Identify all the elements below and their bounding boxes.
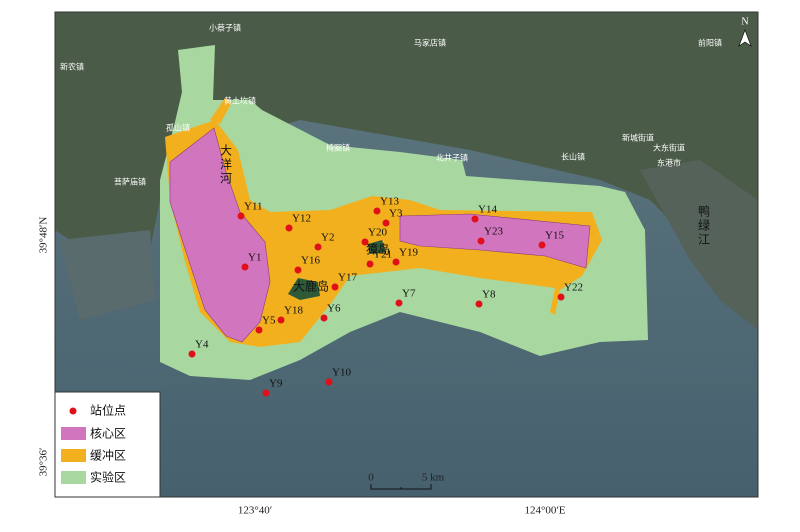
place-label: 小蔡子镇	[209, 23, 241, 33]
land	[55, 12, 758, 330]
island-label: 獐岛	[366, 242, 390, 257]
place-label: 马家店镇	[414, 38, 446, 48]
place-label: 孤山镇	[166, 123, 190, 133]
station-point	[294, 266, 302, 274]
station-label: Y13	[380, 196, 399, 208]
place-label: 菩萨庙镇	[114, 177, 146, 187]
station-point	[471, 215, 479, 223]
legend-symbol	[61, 471, 86, 484]
place-label: 椅圈镇	[326, 143, 350, 153]
station-label: Y18	[284, 305, 303, 317]
place-label: 长山镇	[561, 152, 585, 162]
legend-label: 缓冲区	[90, 448, 126, 463]
station-point	[392, 258, 400, 266]
station-label: Y5	[262, 315, 276, 327]
scale-bar: 0 5 km	[368, 472, 445, 490]
place-label: 北井子镇	[436, 153, 468, 163]
map-frame	[54, 11, 759, 498]
lon-label: 123°40′	[238, 505, 272, 517]
land-east	[640, 160, 758, 330]
buffer-river	[210, 98, 232, 124]
station-label: Y14	[478, 204, 497, 216]
scale-line	[370, 484, 432, 490]
station-point	[366, 260, 374, 268]
station-label: Y11	[244, 201, 263, 213]
station-label: Y2	[321, 232, 334, 244]
place-label: 大东街道	[653, 143, 685, 153]
station-point	[373, 207, 381, 215]
scale-label: 5 km	[422, 472, 445, 484]
station-label: Y9	[269, 378, 283, 390]
scale-label: 0	[368, 472, 374, 484]
station-label: Y21	[373, 249, 392, 261]
station-label: Y8	[482, 289, 496, 301]
station-point	[325, 378, 333, 386]
core-zone	[169, 127, 271, 343]
station-label: Y7	[402, 288, 416, 300]
place-label: 黄土坎镇	[224, 96, 256, 106]
place-label: 东港市	[657, 158, 681, 168]
lon-label: 124°00′E	[524, 505, 565, 517]
legend-symbol	[61, 427, 86, 440]
station-label: Y10	[332, 367, 351, 379]
island	[368, 240, 386, 254]
station-point	[382, 219, 390, 227]
place-label: 新城街道	[622, 133, 654, 143]
station-point	[557, 293, 565, 301]
station-point	[331, 283, 339, 291]
legend-label: 站位点	[90, 403, 126, 418]
legend-label: 核心区	[90, 427, 126, 441]
station-label: Y23	[484, 226, 503, 238]
station-point	[475, 300, 483, 308]
station-label: Y12	[292, 213, 311, 225]
station-point	[237, 212, 245, 220]
station-point	[395, 299, 403, 307]
island-label: 大鹿岛	[293, 279, 329, 294]
station-point	[277, 316, 285, 324]
station-point	[262, 389, 270, 397]
station-label: Y4	[195, 339, 209, 351]
core-zone	[399, 213, 591, 269]
buffer-zone	[165, 120, 602, 347]
legend-symbol	[61, 449, 86, 462]
station-point	[314, 243, 322, 251]
river-label: 大洋河	[219, 144, 233, 186]
station-label: Y3	[389, 208, 403, 220]
north-label: N	[741, 16, 748, 27]
north-arrow	[738, 29, 752, 47]
station-label: Y22	[564, 282, 583, 294]
place-label: 新农镇	[60, 62, 84, 72]
station-point	[285, 224, 293, 232]
station-point	[361, 238, 369, 246]
river-label: 鸭绿江	[697, 205, 711, 247]
legend-label: 实验区	[90, 470, 126, 485]
legend: 站位点 核心区 缓冲区 实验区	[54, 391, 161, 498]
station-label: Y1	[248, 252, 261, 264]
island	[288, 278, 320, 300]
legend-symbol	[69, 407, 77, 415]
station-point	[241, 263, 249, 271]
station-point	[188, 350, 196, 358]
station-label: Y16	[301, 255, 320, 267]
station-label: Y19	[399, 247, 418, 259]
station-label: Y15	[545, 230, 564, 242]
lat-label: 39°48′N	[38, 217, 50, 254]
station-point	[538, 241, 546, 249]
place-label: 前阳镇	[698, 38, 722, 48]
station-point	[255, 326, 263, 334]
station-label: Y20	[368, 227, 387, 239]
station-point	[320, 314, 328, 322]
lat-label: 39°36′	[38, 448, 50, 477]
station-label: Y17	[338, 272, 357, 284]
station-point	[477, 237, 485, 245]
tidal-flat	[60, 230, 155, 320]
station-label: Y6	[327, 303, 341, 315]
